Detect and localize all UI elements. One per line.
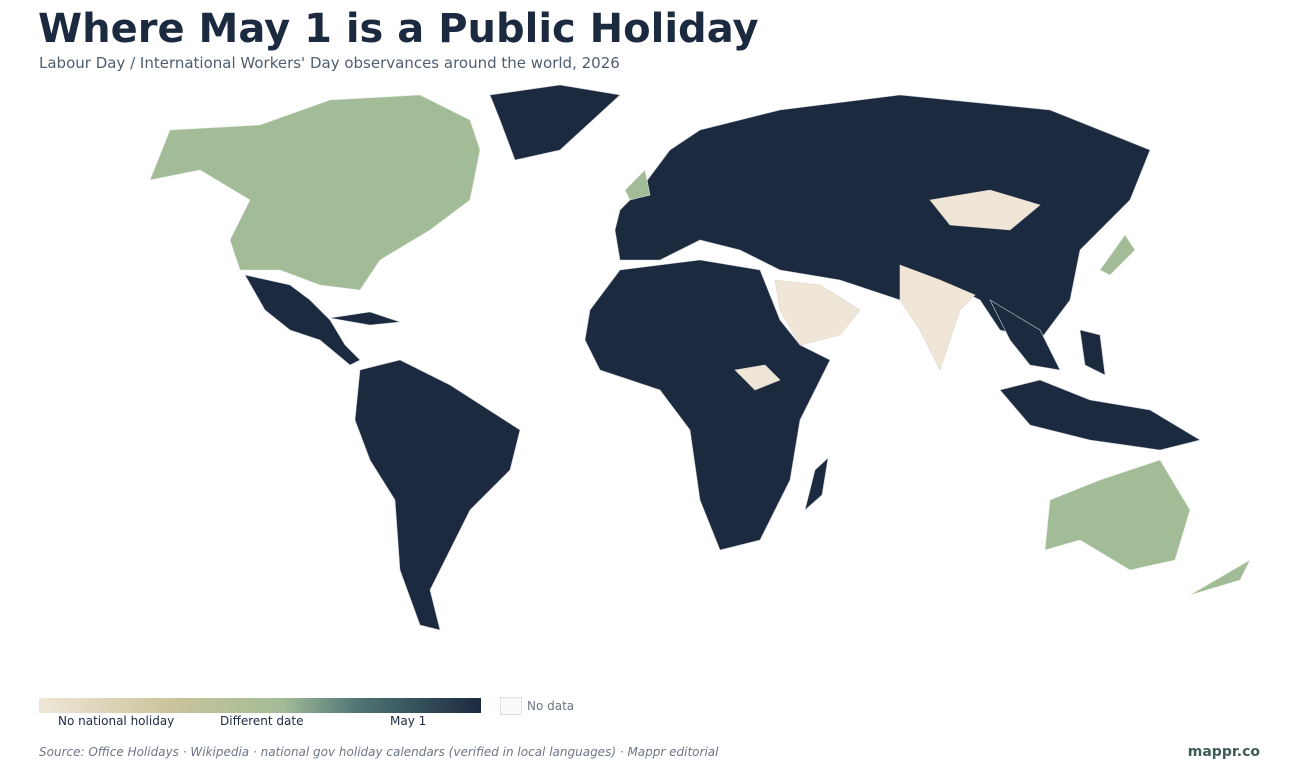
legend-label: May 1 — [390, 714, 427, 728]
no-data-label: No data — [527, 699, 575, 713]
central-america — [244, 274, 361, 366]
madagascar — [804, 457, 829, 511]
mongolia — [929, 189, 1041, 231]
eurasia — [614, 94, 1151, 341]
australia — [1044, 459, 1191, 571]
source: Source: Office Holidays · Wikipedia · na… — [39, 745, 719, 759]
legend-label: No national holiday — [58, 714, 175, 728]
japan — [1099, 234, 1136, 276]
arabia — [774, 279, 861, 346]
world-map — [149, 84, 1251, 631]
north-america — [149, 94, 481, 291]
brand: mappr.co — [1187, 744, 1260, 760]
new-zealand — [1189, 559, 1251, 596]
caribbean — [329, 311, 401, 326]
legend-label: Different date — [220, 714, 304, 728]
legend-gradient — [39, 698, 481, 713]
no-data-swatch — [500, 697, 522, 715]
southeast-asia — [989, 299, 1061, 371]
united-kingdom — [624, 169, 651, 201]
india — [899, 264, 976, 371]
philippines — [1079, 329, 1106, 376]
africa — [584, 259, 831, 551]
title: Where May 1 is a Public Holiday — [38, 6, 759, 52]
greenland — [489, 84, 621, 161]
south-sudan — [734, 364, 781, 391]
subtitle: Labour Day / International Workers' Day … — [39, 54, 620, 72]
south-america — [354, 359, 521, 631]
maritime-southeast-asia — [999, 379, 1201, 451]
